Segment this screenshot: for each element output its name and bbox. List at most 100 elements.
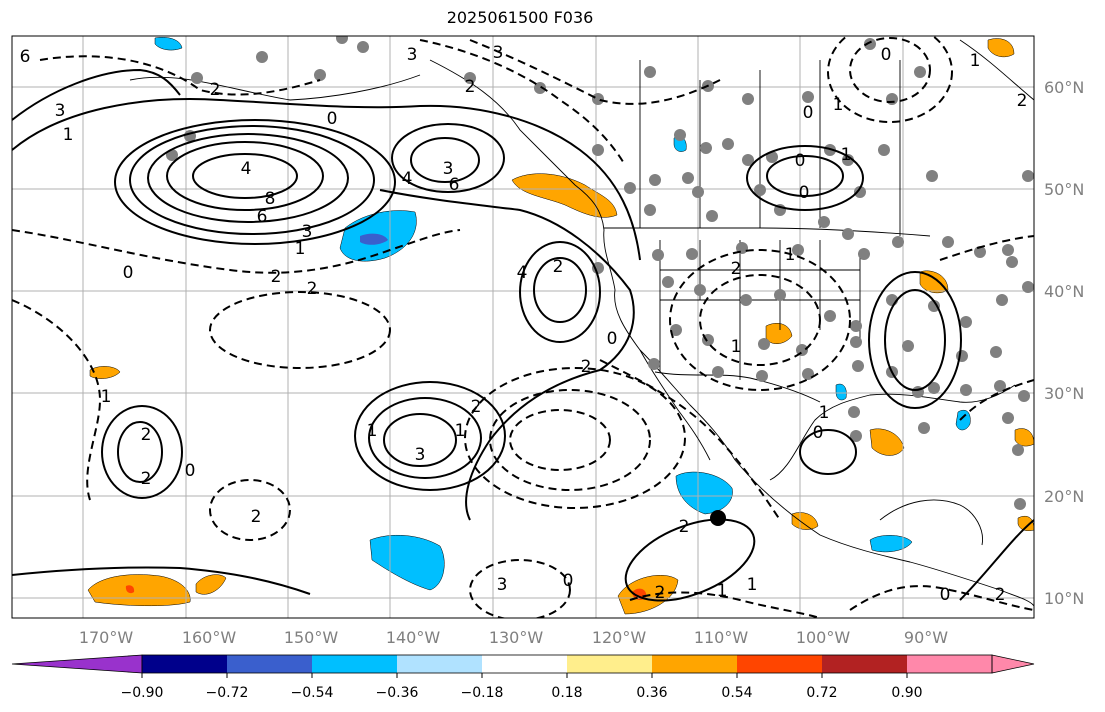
station-dot <box>1002 244 1014 256</box>
lon-tick-label: 110°W <box>694 628 749 647</box>
station-dot <box>886 93 898 105</box>
station-dot <box>644 66 656 78</box>
station-dot <box>1018 390 1030 402</box>
station-dot <box>692 186 704 198</box>
contour-label: 4 <box>517 263 528 283</box>
station-dot <box>191 72 203 84</box>
colorbar-lower-extend <box>11 654 143 674</box>
lon-tick-label: 170°W <box>79 628 134 647</box>
shade-strong-positive-anomaly <box>125 585 135 594</box>
contour-label: 0 <box>799 183 810 203</box>
negative-contours <box>12 36 1034 618</box>
station-dot <box>700 142 712 154</box>
contour-label: 2 <box>655 583 666 603</box>
station-dot <box>864 38 876 50</box>
station-dot <box>1014 498 1026 510</box>
station-dot <box>994 380 1006 392</box>
contour-label: 2 <box>995 585 1006 605</box>
station-dot <box>854 186 866 198</box>
colorbar-tick-label: −0.90 <box>121 685 164 701</box>
contour-label: 0 <box>327 109 338 129</box>
north-america-west-coast <box>429 59 736 461</box>
colorbar-upper-extend <box>991 654 1035 674</box>
shade-positive-anomaly <box>511 173 618 218</box>
station-dot <box>592 93 604 105</box>
station-dot <box>892 236 904 248</box>
shade-positive-anomaly <box>89 366 121 379</box>
station-dot <box>674 129 686 141</box>
station-dot <box>1006 256 1018 268</box>
shade-positive-anomaly <box>869 428 905 456</box>
contour-label: 1 <box>295 239 306 259</box>
lon-tick-label: 140°W <box>386 628 441 647</box>
contour-label: 3 <box>497 575 508 595</box>
station-dot <box>774 289 786 301</box>
lat-lon-grid <box>12 36 1034 618</box>
station-dot <box>740 294 752 306</box>
station-dot <box>848 406 860 418</box>
station-dot <box>990 346 1002 358</box>
canada-province-borders <box>639 60 901 236</box>
lon-tick-label: 100°W <box>796 628 851 647</box>
contour-label: 2 <box>141 425 152 445</box>
state-borders <box>659 240 861 380</box>
station-dot <box>682 172 694 184</box>
station-dot <box>914 66 926 78</box>
colorbar-segment <box>142 655 227 673</box>
contour-label: 4 <box>402 169 413 189</box>
contour-label: 3 <box>407 45 418 65</box>
station-dot <box>670 324 682 336</box>
station-dot <box>357 41 369 53</box>
lat-tick-label: 10°N <box>1044 589 1084 608</box>
contour-label: 6 <box>449 175 460 195</box>
station-dot <box>918 422 930 434</box>
station-dot <box>928 382 940 394</box>
station-dot <box>722 138 734 150</box>
colorbar-segment <box>482 655 567 673</box>
contour-label: 2 <box>210 80 221 100</box>
station-dot <box>878 144 890 156</box>
lon-tick-label: 150°W <box>284 628 339 647</box>
colorbar-segment <box>822 655 907 673</box>
contour-label: 2 <box>471 397 482 417</box>
contour-label: 1 <box>63 125 74 145</box>
contour-label: 6 <box>257 207 268 227</box>
station-dot <box>694 284 706 296</box>
station-dot <box>960 384 972 396</box>
station-dot <box>624 182 636 194</box>
colorbar-tick-label: −0.54 <box>291 685 334 701</box>
station-dot <box>1022 281 1034 293</box>
station-dot <box>802 91 814 103</box>
station-dot <box>850 430 862 442</box>
colorbar-tick-label: −0.18 <box>461 685 504 701</box>
colorbar-segment <box>397 655 482 673</box>
station-dot <box>842 228 854 240</box>
contour-label: 0 <box>795 151 806 171</box>
contour-label: 3 <box>55 101 66 121</box>
contour-label: 2 <box>251 507 262 527</box>
contour-label: 2 <box>271 267 282 287</box>
contour-label: 2 <box>679 517 690 537</box>
yucatan-coast <box>879 499 983 546</box>
station-dot <box>686 248 698 260</box>
lat-tick-label: 20°N <box>1044 487 1084 506</box>
shade-negative-anomaly <box>675 471 733 515</box>
shade-positive-anomaly <box>919 270 949 294</box>
station-dot <box>1022 170 1034 182</box>
station-dots <box>166 36 1034 510</box>
gulf-of-mexico-coast <box>769 384 1016 481</box>
shade-negative-anomaly <box>835 383 847 401</box>
lon-tick-label: 120°W <box>592 628 647 647</box>
station-dot <box>648 358 660 370</box>
contour-label: 6 <box>20 47 31 67</box>
lon-tick-label: 160°W <box>182 628 237 647</box>
station-dot <box>960 316 972 328</box>
colorbar-tick-label: 0.54 <box>721 685 752 701</box>
station-dot <box>644 204 656 216</box>
contour-label: 8 <box>265 189 276 209</box>
station-dot <box>766 151 778 163</box>
station-dot <box>858 248 870 260</box>
colorbar-segment <box>227 655 312 673</box>
